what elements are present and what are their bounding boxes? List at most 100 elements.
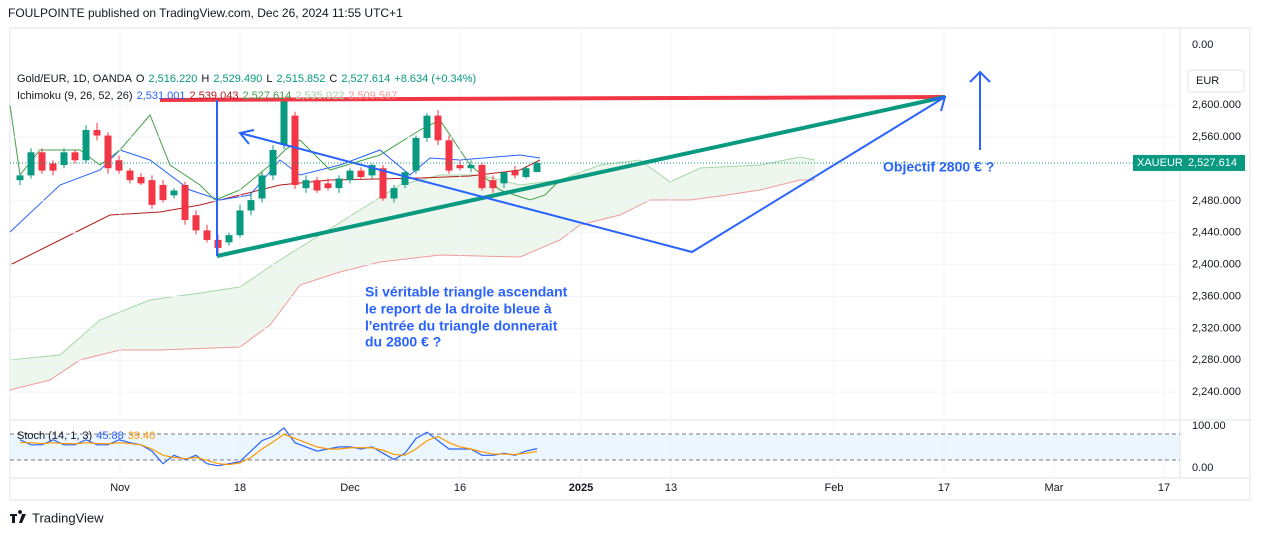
frame [9, 27, 1251, 501]
candle-body [192, 215, 200, 231]
ohlc-value: 2,529.490 [213, 73, 262, 85]
candle-body [489, 180, 497, 189]
candle-body [511, 170, 519, 176]
candle-body [225, 235, 233, 243]
candle-body [93, 129, 101, 136]
candle-body [148, 180, 156, 205]
ohlc-key: O [136, 73, 145, 85]
stoch [19, 427, 538, 467]
stoch-value: 39.40 [128, 430, 156, 442]
candle-body [280, 100, 288, 146]
currency: EUR [1196, 75, 1219, 87]
y-tick-label: 2,360.000 [1192, 290, 1241, 302]
candle-body [335, 178, 343, 189]
indicator-value: 2,535.022 [295, 90, 344, 102]
x-tick-label: Mar [1045, 482, 1064, 494]
legend: Gold/EUR, 1D, OANDA O 2,516.220 H 2,529.490 L… [17, 73, 476, 442]
stoch-band [10, 434, 1180, 460]
drawings [159, 70, 991, 258]
candle-body [313, 180, 321, 191]
candle-body [27, 152, 35, 176]
projection [239, 96, 946, 254]
brand-logo [10, 510, 26, 523]
candle-body [522, 168, 530, 177]
x-tick-label: 18 [234, 482, 246, 494]
candle-body [38, 152, 46, 171]
indicator-value: 2,539.043 [190, 90, 239, 102]
candle-body [533, 162, 541, 173]
candle-body [82, 129, 90, 161]
symbol: Gold/EUR, 1D, OANDA [17, 73, 133, 85]
y-tick-label: 2,600.000 [1192, 99, 1241, 111]
top-scale-label: 0.00 [1192, 39, 1213, 51]
ohlc-value: 2,527.614 [341, 73, 390, 85]
candle-body [379, 168, 387, 199]
y-tick-label: 2,400.000 [1192, 259, 1241, 271]
candle-body [423, 115, 431, 138]
indicator-value: 2,531.001 [137, 90, 186, 102]
price-box [1183, 154, 1245, 171]
stoch-line [19, 427, 538, 467]
candle-body [181, 184, 189, 221]
candle-body [434, 115, 442, 141]
annotation: Objectif 2800 € ? [883, 159, 994, 175]
y-tick-label: 2,280.000 [1192, 354, 1241, 366]
annotation: Si véritable triangle ascendant [365, 284, 568, 300]
y-tick-label: 2,240.000 [1192, 386, 1241, 398]
candle-body [159, 184, 167, 201]
brand: TradingView [32, 510, 104, 525]
candle-body [49, 163, 57, 171]
candle-body [269, 149, 277, 176]
candle-body [412, 137, 420, 171]
indicator-value: 2,509.567 [348, 90, 397, 102]
candle-body [500, 172, 508, 184]
candle-body [368, 165, 376, 176]
currency-box[interactable] [1187, 69, 1245, 93]
ohlc-key: L [266, 73, 272, 85]
x-tick-label: 17 [1158, 482, 1170, 494]
candle-body [115, 160, 123, 171]
candle-body [324, 183, 332, 189]
candle-body [170, 190, 178, 196]
candle-body [126, 170, 134, 181]
x-tick-label: Dec [340, 482, 360, 494]
candle-body [203, 230, 211, 240]
annotation: le report de la droite bleue à [365, 301, 552, 317]
y-tick-label: 2,480.000 [1192, 195, 1241, 207]
candle-body [247, 200, 255, 211]
ohlc-value: 2,515.852 [276, 73, 325, 85]
ticker-box [1133, 154, 1183, 171]
arrow-head [929, 95, 947, 112]
annotation: du 2800 € ? [365, 334, 441, 350]
x-tick-label: Nov [110, 482, 130, 494]
lead-b [9, 179, 815, 391]
candle-body [401, 172, 409, 185]
candle-body [346, 170, 354, 181]
candle-body [104, 135, 112, 169]
candle-body [291, 115, 299, 185]
ticker: XAUEUR [1137, 157, 1183, 169]
cloud [10, 157, 815, 390]
indicator-value: 2,527.614 [242, 90, 291, 102]
candle-body [60, 152, 68, 166]
arrow-head [969, 70, 991, 83]
ohlc-value: 2,516.220 [148, 73, 197, 85]
x-tick-label: 17 [938, 482, 950, 494]
ohlc-key: C [329, 73, 337, 85]
candle-body [137, 176, 145, 184]
candle-body [445, 140, 453, 171]
resistance-line [159, 95, 946, 102]
indicator-name: Ichimoku (9, 26, 52, 26) [17, 90, 133, 102]
stoch-title: Stoch (14, 1, 3) [17, 430, 92, 442]
y-tick-label: 2,440.000 [1192, 227, 1241, 239]
y-tick-label: 2,320.000 [1192, 322, 1241, 334]
candle-body [467, 165, 475, 169]
x-tick-label: 13 [665, 482, 677, 494]
change: +8.634 (+0.34%) [394, 73, 476, 85]
candle-body [302, 180, 310, 189]
candle-body [71, 152, 79, 161]
x-tick-label: 16 [454, 482, 466, 494]
y-tick-label: 0.00 [1192, 462, 1213, 474]
candle-body [236, 210, 244, 236]
